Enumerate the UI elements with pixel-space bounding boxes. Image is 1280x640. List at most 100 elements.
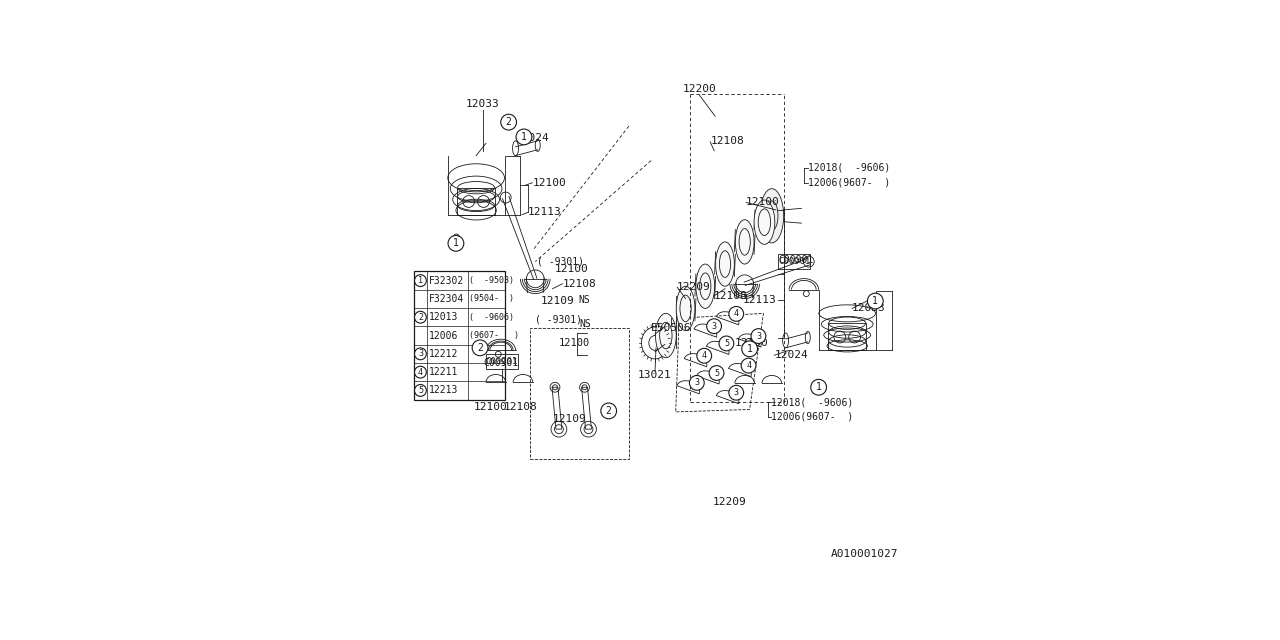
- Text: 2: 2: [419, 313, 422, 322]
- Text: ( -9301): ( -9301): [535, 314, 582, 324]
- Text: 2: 2: [605, 406, 612, 416]
- Bar: [413, 271, 504, 399]
- Bar: [457, 188, 495, 215]
- Text: C00901: C00901: [778, 257, 810, 266]
- Text: 12113: 12113: [527, 207, 562, 218]
- Circle shape: [415, 311, 426, 323]
- Text: 1: 1: [453, 238, 458, 248]
- Text: 4: 4: [733, 309, 739, 318]
- Text: 12209: 12209: [713, 497, 746, 507]
- Text: A010001027: A010001027: [831, 548, 899, 559]
- Text: (9607-   ): (9607- ): [470, 331, 520, 340]
- Circle shape: [448, 236, 463, 252]
- Circle shape: [500, 115, 517, 130]
- Text: C00901: C00901: [486, 356, 518, 365]
- Text: 12213: 12213: [429, 385, 458, 396]
- Text: 4: 4: [419, 367, 422, 376]
- Bar: [778, 254, 810, 269]
- Text: 12006: 12006: [429, 330, 458, 340]
- Text: 12108: 12108: [562, 279, 596, 289]
- Circle shape: [707, 319, 722, 333]
- Text: 12209: 12209: [677, 282, 710, 292]
- Text: 12013: 12013: [429, 312, 458, 322]
- Circle shape: [709, 365, 724, 380]
- Circle shape: [751, 329, 765, 344]
- Circle shape: [728, 385, 744, 400]
- Circle shape: [810, 380, 827, 395]
- Text: 1: 1: [815, 382, 822, 392]
- Text: 3: 3: [712, 322, 717, 331]
- Text: 2: 2: [477, 343, 483, 353]
- Text: 12212: 12212: [429, 349, 458, 359]
- Text: 3: 3: [756, 332, 760, 340]
- Text: 1: 1: [873, 296, 878, 306]
- Text: 12024: 12024: [774, 350, 808, 360]
- Bar: [828, 323, 867, 350]
- Circle shape: [719, 336, 733, 351]
- Circle shape: [728, 307, 744, 321]
- Text: (9504-  ): (9504- ): [470, 294, 515, 303]
- Text: 3: 3: [419, 349, 422, 358]
- Circle shape: [472, 340, 488, 356]
- Ellipse shape: [676, 286, 695, 331]
- Bar: [530, 328, 628, 459]
- Text: 12100: 12100: [556, 264, 589, 274]
- Text: 12006(9607-  ): 12006(9607- ): [771, 412, 852, 422]
- Text: 12113: 12113: [742, 294, 776, 305]
- Text: 12108: 12108: [710, 136, 744, 146]
- Text: 1: 1: [521, 132, 527, 142]
- Ellipse shape: [754, 200, 774, 244]
- Text: E50506: E50506: [650, 323, 691, 333]
- Text: 12006(9607-  ): 12006(9607- ): [808, 178, 890, 188]
- Text: 3: 3: [694, 378, 699, 387]
- Text: 5: 5: [724, 339, 728, 348]
- Text: F32304: F32304: [429, 294, 465, 304]
- Text: C00901: C00901: [483, 358, 518, 367]
- Text: 12024: 12024: [516, 133, 549, 143]
- Circle shape: [868, 293, 883, 309]
- Text: 12108: 12108: [503, 402, 538, 412]
- Text: 12018(  -9606): 12018( -9606): [808, 163, 890, 173]
- Text: 12211: 12211: [429, 367, 458, 377]
- Circle shape: [415, 348, 426, 360]
- Ellipse shape: [735, 220, 754, 264]
- Text: 12100: 12100: [735, 338, 768, 348]
- Text: 13021: 13021: [639, 370, 672, 380]
- Ellipse shape: [696, 264, 714, 308]
- Text: C00901: C00901: [778, 255, 814, 265]
- Text: (  -9606): ( -9606): [470, 313, 515, 322]
- Circle shape: [741, 341, 758, 356]
- Circle shape: [415, 385, 426, 396]
- Text: 12109: 12109: [553, 414, 586, 424]
- Text: 12109: 12109: [541, 296, 575, 306]
- Bar: [486, 354, 518, 369]
- Text: ( -9301): ( -9301): [536, 257, 584, 267]
- Text: 12018(  -9606): 12018( -9606): [771, 397, 852, 407]
- Circle shape: [741, 358, 756, 373]
- Text: 3: 3: [733, 388, 739, 397]
- Ellipse shape: [655, 314, 676, 358]
- Ellipse shape: [716, 242, 735, 286]
- Text: 12100: 12100: [474, 402, 508, 412]
- Text: 12100: 12100: [532, 178, 566, 188]
- Text: 4: 4: [701, 351, 707, 360]
- Text: (  -9503): ( -9503): [470, 276, 515, 285]
- Circle shape: [516, 129, 531, 145]
- Text: 5: 5: [714, 369, 719, 378]
- Circle shape: [690, 376, 704, 390]
- Circle shape: [600, 403, 617, 419]
- Text: 12033: 12033: [852, 303, 886, 314]
- Text: 12100: 12100: [559, 338, 590, 348]
- Circle shape: [696, 348, 712, 363]
- Text: 12033: 12033: [466, 99, 499, 109]
- Text: 2: 2: [506, 117, 512, 127]
- Text: 1: 1: [746, 344, 753, 354]
- Ellipse shape: [760, 189, 783, 243]
- Text: F32302: F32302: [429, 276, 465, 285]
- Text: 1: 1: [419, 276, 422, 285]
- Circle shape: [415, 366, 426, 378]
- Text: 4: 4: [746, 361, 751, 370]
- Text: NS: NS: [580, 319, 591, 329]
- Text: 12108: 12108: [714, 291, 748, 301]
- Circle shape: [415, 275, 426, 287]
